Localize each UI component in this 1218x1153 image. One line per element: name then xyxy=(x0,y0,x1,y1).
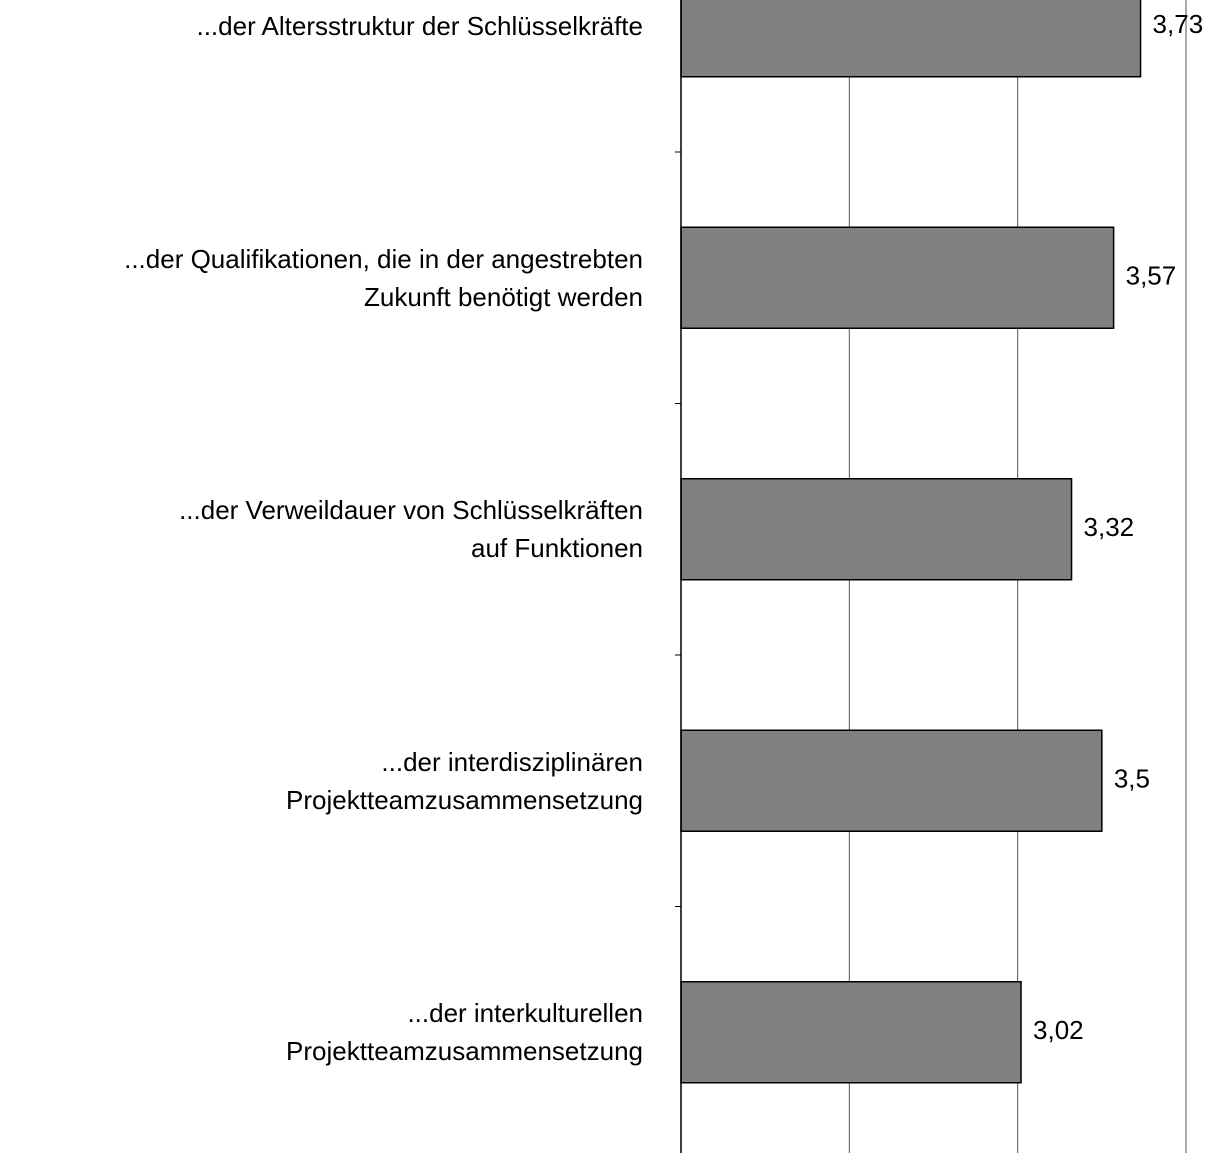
value-label: 3,5 xyxy=(1114,764,1150,794)
category-label: ...der interdisziplinären Projektteamzus… xyxy=(286,746,643,815)
bar xyxy=(680,478,1073,581)
category-label: ...der Verweildauer von Schlüsselkräften… xyxy=(179,495,643,564)
bar xyxy=(680,981,1022,1084)
category-label: ...der interkulturellen Projektteamzusam… xyxy=(286,998,643,1067)
bar xyxy=(680,226,1115,329)
category-label: ...der Altersstruktur der Schlüsselkräft… xyxy=(196,11,643,42)
value-label: 3,73 xyxy=(1153,9,1204,39)
bar xyxy=(680,729,1103,832)
value-label: 3,32 xyxy=(1084,512,1135,542)
value-label: 3,02 xyxy=(1033,1015,1084,1045)
value-label: 3,57 xyxy=(1126,261,1177,291)
bar xyxy=(680,0,1142,78)
category-label: ...der Qualifikationen, die in der anges… xyxy=(124,243,643,312)
